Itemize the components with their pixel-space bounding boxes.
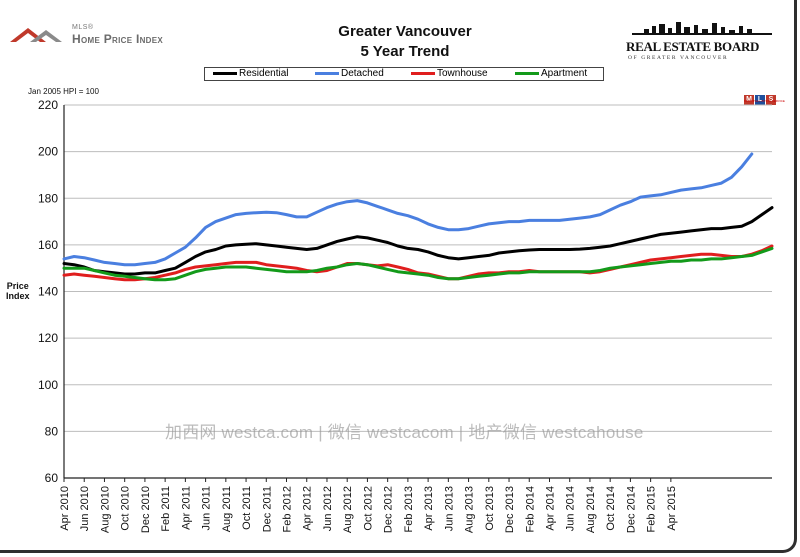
x-tick-label-29: Feb 2015	[646, 486, 658, 532]
legend-swatch-townhouse	[411, 71, 435, 75]
x-tick-label-24: Apr 2014	[544, 486, 556, 531]
y-tick-label-180: 180	[38, 191, 58, 205]
x-tick-label-8: Aug 2011	[221, 486, 233, 532]
x-tick-label-30: Apr 2015	[666, 486, 678, 531]
legend-label-detached: Detached	[341, 68, 384, 79]
y-axis-label-line2: Index	[6, 291, 30, 301]
x-tick-label-23: Feb 2014	[524, 486, 536, 532]
chart-title-line2: 5 Year Trend	[360, 43, 450, 60]
y-tick-label-140: 140	[38, 285, 58, 299]
legend-item-townhouse: Townhouse	[411, 68, 488, 80]
x-tick-label-21: Oct 2013	[484, 486, 496, 531]
mls-home-price-index-logo: MLS® Home Price Index	[8, 22, 218, 50]
x-tick-label-4: Dec 2010	[140, 486, 152, 533]
x-tick-label-11: Feb 2012	[282, 486, 294, 532]
x-tick-label-0: Apr 2010	[59, 486, 71, 531]
y-tick-label-160: 160	[38, 238, 58, 252]
legend-item-detached: Detached	[315, 68, 384, 80]
x-tick-label-1: Jun 2010	[79, 486, 91, 531]
x-tick-label-2: Aug 2010	[99, 486, 111, 533]
badge-letter-l: L	[755, 95, 765, 105]
legend: Residential Detached Townhouse Apartment	[204, 67, 604, 81]
x-tick-label-9: Oct 2011	[241, 486, 253, 530]
mls-mark: MLS®	[72, 24, 94, 31]
x-tick-label-27: Oct 2014	[605, 486, 617, 531]
watermark: 加西网 westca.com | 微信 westcacom | 地产微信 wes…	[165, 423, 644, 442]
x-tick-label-18: Apr 2013	[423, 486, 435, 531]
x-tick-label-22: Dec 2013	[504, 486, 516, 533]
board-subtitle: OF GREATER VANCOUVER	[628, 55, 729, 61]
legend-label-apartment: Apartment	[541, 68, 588, 79]
legend-swatch-apartment	[515, 71, 539, 75]
x-tick-label-28: Dec 2014	[625, 486, 637, 533]
x-tick-label-26: Aug 2014	[585, 486, 597, 533]
badge-subtitle: MULTIPLE LISTING SERVICE	[744, 99, 785, 103]
y-tick-label-100: 100	[38, 378, 58, 392]
x-tick-label-14: Aug 2012	[342, 486, 354, 533]
home-price-index-label: Home Price Index	[72, 32, 164, 46]
y-axis-label: Price Index	[6, 281, 30, 301]
legend-item-apartment: Apartment	[515, 68, 587, 80]
y-tick-label-60: 60	[45, 471, 59, 485]
x-tick-label-15: Oct 2012	[362, 486, 374, 531]
x-tick-label-16: Dec 2012	[383, 486, 395, 533]
legend-label-townhouse: Townhouse	[437, 68, 488, 79]
house-roof-icon	[10, 28, 62, 42]
y-axis-label-line1: Price	[6, 281, 29, 291]
series-line-residential	[62, 206, 774, 276]
x-tick-label-19: Jun 2013	[443, 486, 455, 531]
board-name: REAL ESTATE BOARD	[626, 39, 760, 54]
y-tick-label-220: 220	[38, 98, 58, 112]
x-tick-label-25: Jun 2014	[565, 486, 577, 531]
x-tick-label-3: Oct 2010	[120, 486, 132, 531]
city-skyline-icon	[632, 22, 772, 35]
hpi-baseline-note: Jan 2005 HPI = 100	[28, 87, 99, 96]
chart-title: Greater Vancouver 5 Year Trend	[300, 22, 510, 62]
x-tick-label-12: Apr 2012	[302, 486, 314, 531]
legend-swatch-residential	[213, 71, 237, 75]
x-tick-label-5: Feb 2011	[160, 486, 172, 532]
x-tick-label-17: Feb 2013	[403, 486, 415, 532]
x-tick-label-13: Jun 2012	[322, 486, 334, 531]
y-tick-label-200: 200	[38, 145, 58, 159]
x-tick-label-10: Dec 2011	[261, 486, 273, 532]
x-tick-label-6: Apr 2011	[180, 486, 192, 530]
chart-title-line1: Greater Vancouver	[338, 23, 472, 40]
y-tick-label-120: 120	[38, 331, 58, 345]
series-line-apartment	[62, 246, 774, 282]
real-estate-board-logo: REAL ESTATE BOARD OF GREATER VANCOUVER	[626, 22, 776, 62]
x-tick-label-7: Jun 2011	[201, 486, 213, 530]
legend-label-residential: Residential	[239, 68, 289, 79]
y-tick-label-80: 80	[45, 424, 59, 438]
badge-letter-s: S	[766, 95, 776, 105]
legend-swatch-detached	[315, 71, 339, 75]
x-tick-label-20: Aug 2013	[464, 486, 476, 533]
legend-item-residential: Residential	[213, 68, 288, 80]
series-line-detached	[62, 152, 754, 267]
badge-letter-m: M	[744, 95, 754, 105]
